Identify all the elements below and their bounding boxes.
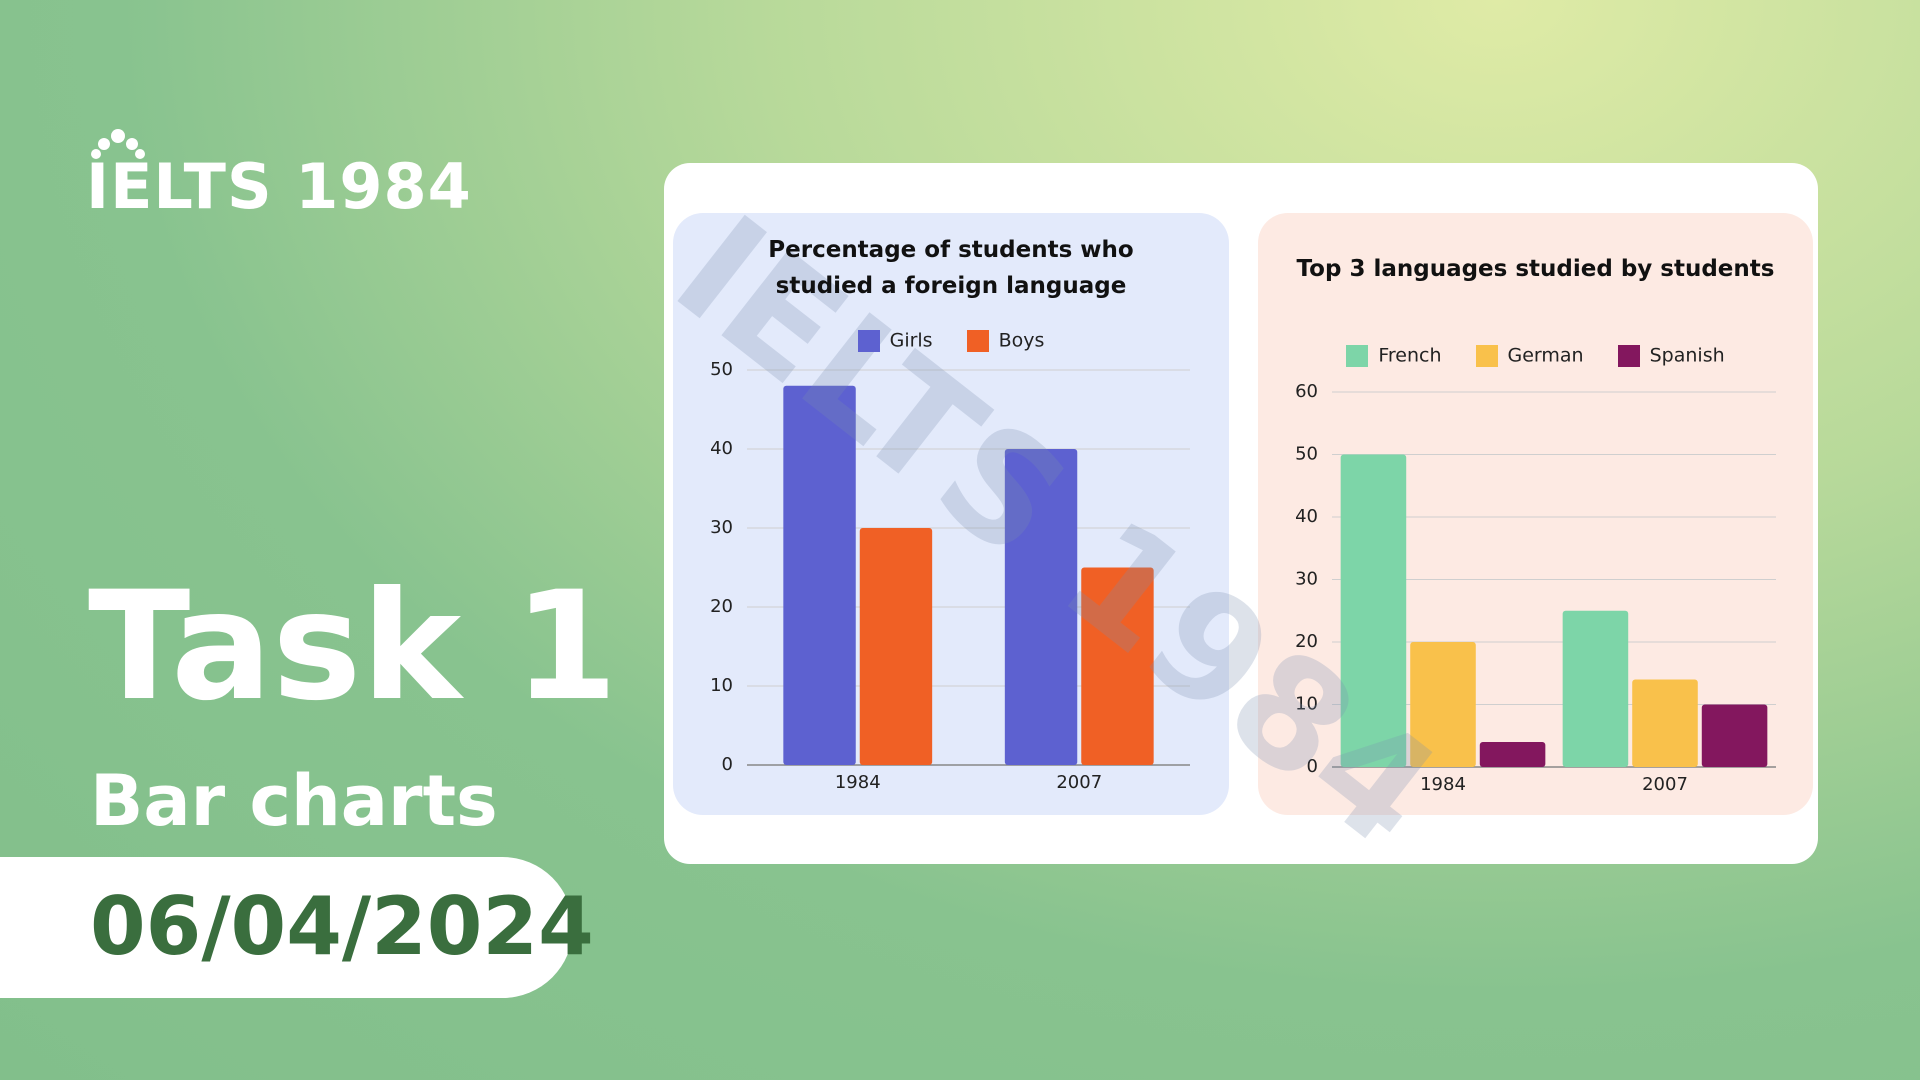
- chart-title: Percentage of students who studied a for…: [768, 237, 1134, 299]
- x-tick-label: 2007: [1056, 772, 1102, 793]
- bar: [1701, 704, 1768, 767]
- x-tick-label: 1984: [835, 772, 881, 793]
- y-tick-label: 40: [1295, 506, 1318, 527]
- logo-leaves: [91, 129, 145, 159]
- date-pill: [0, 857, 573, 998]
- legend-label: German: [1507, 344, 1584, 367]
- legend-item: Girls: [857, 329, 933, 352]
- legend-item: Spanish: [1617, 344, 1725, 367]
- legend-swatch: [1617, 344, 1640, 367]
- legend-label: Boys: [998, 329, 1045, 352]
- legend-swatch: [857, 329, 880, 352]
- y-tick-label: 30: [1295, 569, 1318, 590]
- bar: [1562, 610, 1629, 767]
- legend-swatch: [966, 329, 989, 352]
- x-tick-label: 1984: [1420, 774, 1466, 795]
- bar: [1632, 679, 1698, 767]
- y-tick-label: 10: [710, 675, 733, 696]
- legend-label: Girls: [889, 329, 933, 352]
- task-title: Task 1: [88, 560, 618, 734]
- bar: [1479, 742, 1546, 767]
- y-tick-label: 60: [1295, 381, 1318, 402]
- bar: [859, 528, 933, 765]
- y-tick-label: 0: [722, 754, 733, 775]
- bar: [1340, 454, 1407, 767]
- legend-item: Boys: [966, 329, 1045, 352]
- chart-title: Top 3 languages studied by students: [1296, 256, 1775, 282]
- y-tick-label: 0: [1307, 756, 1318, 777]
- bar: [783, 385, 856, 765]
- y-tick-label: 10: [1295, 694, 1318, 715]
- y-tick-label: 20: [710, 596, 733, 617]
- legend-item: German: [1475, 344, 1584, 367]
- bar: [1081, 567, 1154, 765]
- bar: [1410, 642, 1476, 767]
- legend: French German Spanish: [1258, 344, 1813, 367]
- brand: IELTS 1984: [86, 150, 472, 223]
- y-tick-label: 50: [710, 359, 733, 380]
- x-tick-label: 2007: [1642, 774, 1688, 795]
- bar: [1004, 449, 1078, 765]
- y-tick-label: 30: [710, 517, 733, 538]
- y-tick-label: 50: [1295, 444, 1318, 465]
- legend: Girls Boys: [673, 329, 1229, 352]
- legend-swatch: [1475, 344, 1498, 367]
- subtitle: Bar charts: [90, 760, 498, 842]
- legend-swatch: [1346, 344, 1369, 367]
- legend-label: French: [1378, 344, 1442, 367]
- y-tick-label: 40: [710, 438, 733, 459]
- date: 06/04/2024: [90, 880, 594, 973]
- legend-item: French: [1346, 344, 1442, 367]
- legend-label: Spanish: [1649, 344, 1725, 367]
- y-tick-label: 20: [1295, 631, 1318, 652]
